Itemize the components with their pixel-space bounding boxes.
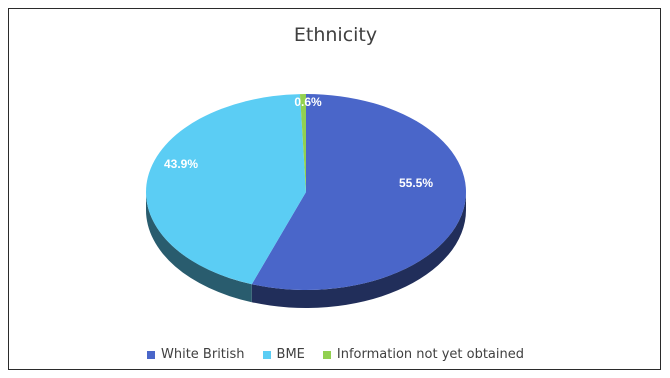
legend-item-bme: BME (262, 347, 305, 362)
pie-side-white-british (251, 192, 467, 308)
pie-chart: 55.5% 43.9% 0.6% (145, 94, 467, 308)
data-label-bme: 43.9% (164, 157, 198, 171)
legend-item-info-not-obtained: Information not yet obtained (322, 347, 524, 362)
pie-slice-info-not-obtained (299, 94, 306, 192)
pie-slice-bme (145, 94, 306, 285)
legend-item-white-british: White British (147, 347, 245, 362)
data-label-info-not-obtained: 0.6% (294, 95, 322, 109)
chart-frame: Ethnicity 55.5% 43.9% 0.6% White British B… (8, 8, 661, 370)
chart-title: Ethnicity (293, 24, 378, 46)
pie-side-bme (146, 192, 252, 303)
legend-label-white-british: White British (161, 347, 245, 362)
legend-swatch-bme (262, 350, 271, 359)
legend-swatch-white-british (147, 350, 155, 359)
legend-label-info-not-obtained: Information not yet obtained (336, 347, 524, 362)
chart-legend: White British BME Information not yet ob… (9, 347, 662, 362)
pie-slice-white-british (251, 94, 466, 291)
legend-swatch-info-not-obtained (322, 350, 331, 359)
legend-label-bme: BME (276, 347, 305, 362)
data-label-white-british: 55.5% (399, 176, 433, 190)
